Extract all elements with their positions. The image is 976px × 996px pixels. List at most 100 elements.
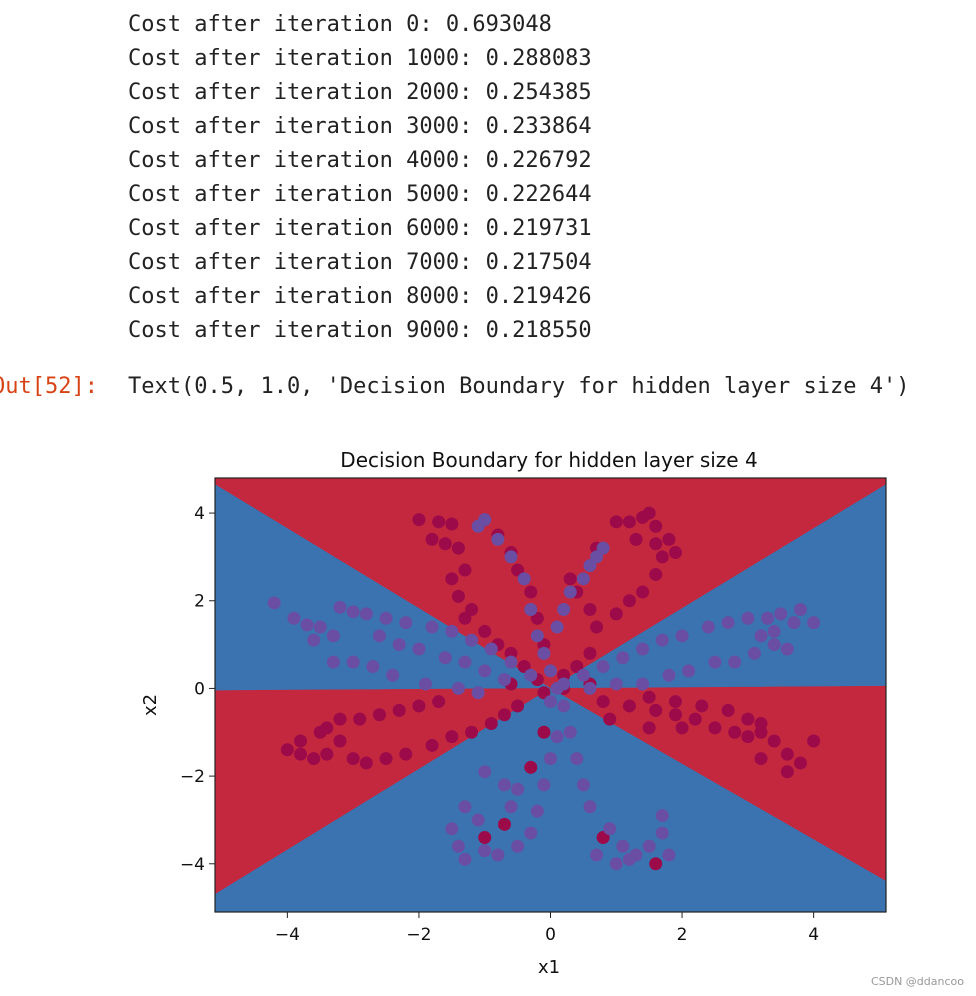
data-point-red — [497, 817, 511, 831]
data-point-red — [425, 532, 439, 546]
data-point-red — [445, 730, 459, 744]
data-point-blue — [596, 660, 610, 674]
data-point-blue — [787, 616, 801, 630]
data-point-red — [622, 699, 636, 713]
data-point-red — [688, 712, 702, 726]
data-point-red — [662, 532, 676, 546]
watermark: CSDN @ddancoo — [870, 975, 964, 988]
data-point-blue — [767, 624, 781, 638]
data-point-red — [767, 734, 781, 748]
data-point-blue — [504, 655, 518, 669]
data-point-red — [668, 708, 682, 722]
data-point-blue — [563, 585, 577, 599]
log-line: Cost after iteration 7000: 0.217504 — [128, 250, 592, 275]
data-point-red — [399, 747, 413, 761]
log-line: Cost after iteration 0: 0.693048 — [128, 12, 552, 37]
data-point-blue — [530, 804, 544, 818]
scatter-points — [267, 506, 821, 871]
data-point-blue — [570, 752, 584, 766]
data-point-blue — [636, 642, 650, 656]
data-point-red — [478, 830, 492, 844]
data-point-red — [497, 708, 511, 722]
data-point-blue — [313, 620, 327, 634]
x-tick-label: 0 — [545, 925, 556, 945]
y-tick-label: 0 — [194, 679, 205, 699]
data-point-red — [741, 730, 755, 744]
data-point-blue — [438, 651, 452, 665]
data-point-blue — [576, 668, 590, 682]
data-point-blue — [517, 572, 531, 586]
data-point-blue — [451, 839, 465, 853]
data-point-red — [563, 572, 577, 586]
data-point-blue — [701, 620, 715, 634]
y-axis-label: x2 — [140, 694, 161, 716]
data-point-blue — [616, 651, 630, 665]
data-point-red — [622, 515, 636, 529]
data-point-red — [649, 567, 663, 581]
data-point-blue — [386, 668, 400, 682]
data-point-red — [537, 725, 551, 739]
data-point-blue — [471, 519, 485, 533]
data-point-blue — [583, 800, 597, 814]
data-point-red — [524, 760, 538, 774]
data-point-blue — [609, 857, 623, 871]
data-point-red — [438, 537, 452, 551]
data-point-blue — [544, 752, 557, 766]
output-prompt: Out[52]: — [0, 374, 98, 399]
data-point-red — [524, 585, 538, 599]
data-point-blue — [333, 600, 347, 614]
data-point-blue — [662, 848, 676, 862]
y-tick-label: −2 — [180, 767, 205, 787]
data-point-blue — [793, 603, 807, 617]
data-point-blue — [445, 624, 459, 638]
data-point-red — [346, 752, 360, 766]
data-point-red — [780, 747, 794, 761]
stdout-log: Cost after iteration 0: 0.693048 Cost aft… — [128, 8, 592, 348]
data-point-blue — [458, 800, 472, 814]
data-point-red — [649, 703, 663, 717]
data-point-red — [392, 703, 406, 717]
data-point-red — [451, 589, 465, 603]
data-point-blue — [346, 655, 360, 669]
data-point-blue — [497, 673, 511, 687]
data-point-blue — [524, 826, 538, 840]
data-point-red — [478, 624, 492, 638]
data-point-blue — [616, 839, 630, 853]
data-point-red — [320, 747, 334, 761]
data-point-red — [583, 603, 597, 617]
log-line: Cost after iteration 6000: 0.219731 — [128, 216, 592, 241]
data-point-red — [622, 594, 636, 608]
data-point-red — [333, 734, 347, 748]
data-point-blue — [537, 778, 551, 792]
data-point-red — [590, 620, 604, 634]
data-point-red — [307, 752, 321, 766]
data-point-blue — [511, 839, 525, 853]
data-point-blue — [359, 607, 373, 621]
data-point-blue — [557, 603, 571, 617]
data-point-blue — [419, 677, 433, 691]
data-point-blue — [504, 800, 518, 814]
data-point-red — [458, 611, 472, 625]
x-tick-label: −2 — [406, 925, 431, 945]
data-point-red — [695, 699, 709, 713]
data-point-blue — [682, 664, 696, 678]
log-line: Cost after iteration 4000: 0.226792 — [128, 148, 592, 173]
data-point-red — [728, 725, 742, 739]
data-point-red — [642, 721, 656, 735]
data-point-red — [721, 703, 735, 717]
data-point-blue — [583, 681, 597, 695]
data-point-blue — [741, 611, 755, 625]
data-point-red — [609, 515, 623, 529]
data-point-blue — [544, 664, 557, 678]
data-point-blue — [708, 655, 722, 669]
data-point-blue — [399, 616, 413, 630]
data-point-red — [741, 712, 755, 726]
data-point-red — [649, 857, 663, 871]
data-point-blue — [478, 664, 492, 678]
data-point-red — [333, 712, 347, 726]
data-point-red — [353, 712, 367, 726]
data-point-red — [642, 506, 656, 520]
data-point-blue — [721, 616, 735, 630]
data-point-blue — [655, 633, 669, 647]
data-point-red — [807, 734, 821, 748]
